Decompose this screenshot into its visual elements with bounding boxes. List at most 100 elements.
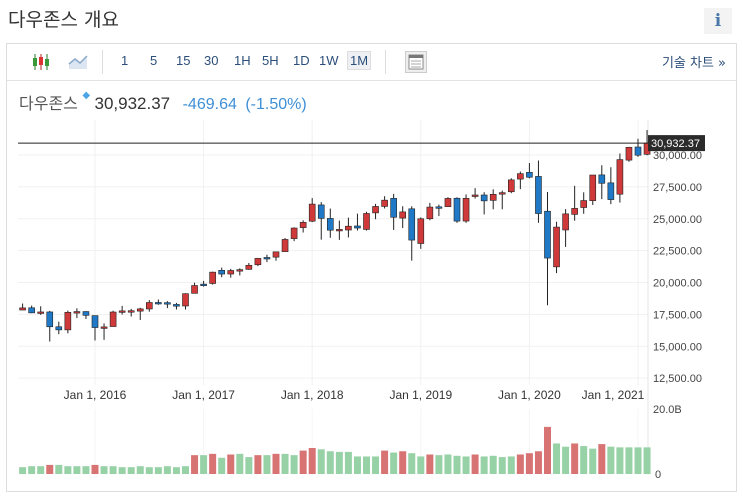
candle-body: [100, 326, 108, 329]
volume-bar: [263, 455, 271, 474]
candle-body: [245, 264, 253, 270]
interval-1w[interactable]: 1W: [319, 53, 339, 68]
interval-1[interactable]: 1: [121, 53, 129, 68]
volume-bar: [580, 446, 588, 474]
x-tick-label: Jan 1, 2019: [389, 388, 452, 402]
volume-axis-max: 20.0B: [653, 404, 682, 416]
candle-body: [444, 198, 452, 207]
interval-30[interactable]: 30: [204, 53, 219, 68]
interval-5h[interactable]: 5H: [262, 53, 279, 68]
volume-bar: [109, 466, 117, 474]
y-tick-label: 12,500.00: [653, 373, 702, 385]
interval-15[interactable]: 15: [176, 53, 191, 68]
volume-bar: [227, 454, 235, 474]
index-name: 다우존스: [19, 96, 78, 113]
line-chart-icon[interactable]: [68, 54, 88, 70]
volume-bar: [82, 466, 90, 474]
candle-body: [480, 194, 488, 202]
volume-bar: [417, 456, 425, 474]
interval-1m[interactable]: 1M: [347, 51, 372, 70]
candle-body: [562, 213, 569, 231]
volume-bar: [245, 457, 253, 474]
volume-bar: [272, 453, 280, 474]
y-tick-label: 15,000.00: [653, 341, 702, 353]
volume-bar: [480, 456, 488, 474]
volume-bar: [353, 456, 361, 474]
volume-bar: [46, 464, 54, 474]
interval-1h[interactable]: 1H: [234, 53, 251, 68]
volume-bar: [444, 454, 452, 474]
x-tick-label: Jan 1, 2018: [281, 388, 344, 402]
volume-bar: [534, 451, 542, 474]
candle-body: [46, 311, 54, 328]
volume-bar: [218, 457, 226, 474]
volume-bar: [254, 455, 262, 474]
volume-bar: [37, 466, 45, 474]
candle-body: [345, 225, 352, 231]
y-tick-label: 30,000.00: [653, 150, 702, 162]
volume-bar: [335, 451, 343, 474]
y-tick-label: 17,500.00: [653, 309, 702, 321]
candle-body: [571, 208, 578, 215]
candlestick-icon[interactable]: [31, 53, 51, 71]
volume-bar: [100, 466, 108, 474]
candle-body: [417, 218, 425, 244]
candle-body: [82, 311, 90, 316]
candle-body: [308, 203, 316, 222]
candle-body: [390, 198, 397, 218]
volume-bar: [643, 447, 651, 474]
x-tick-label: Jan 1, 2021: [582, 388, 645, 402]
candle-body: [127, 310, 135, 313]
candle-body: [453, 197, 461, 222]
current-price: 30,932.37: [94, 94, 171, 113]
candle-body: [182, 293, 189, 307]
candle-body: [173, 304, 180, 307]
info-button[interactable]: i: [704, 8, 732, 34]
candle-body: [544, 210, 551, 259]
page-title: 다우존스 개요: [8, 9, 119, 31]
volume-bar: [145, 467, 153, 474]
technical-chart-link[interactable]: 기술 차트 »: [661, 56, 726, 71]
volume-bar: [571, 443, 579, 474]
candle-body: [55, 326, 63, 331]
volume-bar: [191, 455, 199, 474]
candle-body: [616, 159, 624, 195]
calendar-icon[interactable]: [405, 51, 427, 73]
volume-bar: [390, 452, 398, 474]
candle-body: [164, 302, 171, 305]
candle-body: [634, 146, 642, 156]
current-price-tag-label: 30,932.37: [651, 138, 700, 150]
candle-body: [73, 311, 81, 314]
volume-bar: [435, 455, 443, 474]
toolbar-divider: [385, 50, 386, 74]
current-price-tag: [648, 135, 705, 152]
volume-bar: [154, 467, 162, 474]
volume-bar: [299, 450, 307, 474]
candle-body: [218, 269, 225, 275]
candle-body: [354, 225, 361, 229]
candle-body: [507, 179, 515, 193]
volume-bar: [562, 446, 570, 474]
volume-bar: [326, 451, 334, 474]
volume-bar: [136, 466, 144, 474]
interval-5[interactable]: 5: [150, 53, 158, 68]
candle-body: [19, 307, 26, 311]
x-tick-label: Jan 1, 2020: [498, 388, 561, 402]
price-change: -469.64: [182, 96, 237, 113]
candle-body: [155, 302, 162, 305]
volume-bar: [553, 443, 561, 474]
candle-body: [435, 206, 443, 209]
volume-bar: [64, 466, 72, 474]
volume-bar: [634, 447, 642, 474]
candle-body: [64, 311, 72, 331]
volume-bar: [127, 467, 135, 474]
candle-body: [272, 251, 280, 258]
candle-body: [200, 283, 207, 286]
candle-body: [589, 174, 597, 201]
candle-body: [526, 172, 533, 178]
interval-1d[interactable]: 1D: [293, 53, 310, 68]
candle-body: [535, 176, 542, 214]
volume-bar: [462, 456, 470, 474]
volume-bar: [589, 448, 597, 474]
